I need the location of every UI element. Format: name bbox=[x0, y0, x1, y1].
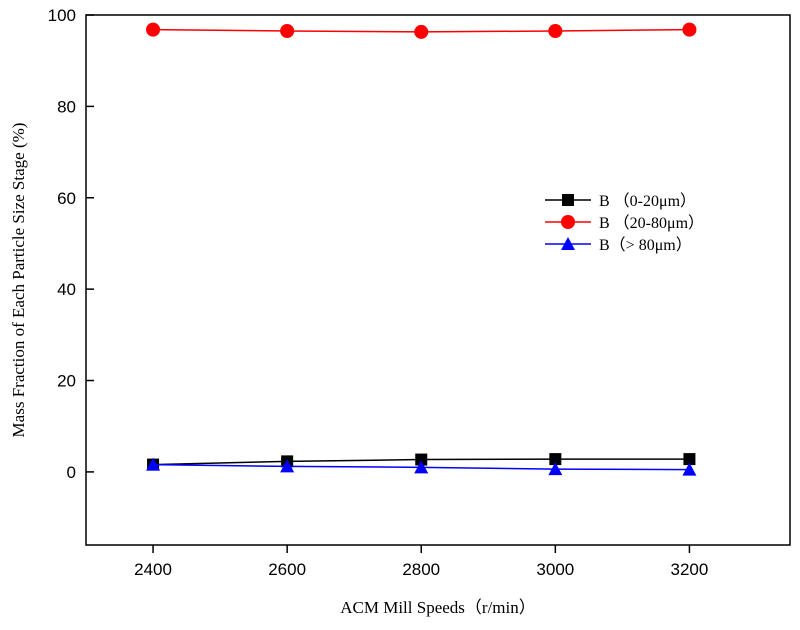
data-point bbox=[548, 462, 563, 476]
legend-item: B （20-80μm） bbox=[545, 214, 704, 232]
plot-frame bbox=[85, 14, 791, 546]
data-point bbox=[682, 462, 697, 476]
legend-marker bbox=[561, 215, 575, 229]
y-tick-label: 40 bbox=[57, 280, 76, 299]
data-point bbox=[549, 453, 562, 466]
x-axis-ticks: 2400 2600 2800 3000 3200 bbox=[134, 545, 708, 579]
data-point bbox=[682, 22, 697, 37]
x-tick-label: 2400 bbox=[134, 560, 172, 579]
legend-item: B （0-20μm） bbox=[545, 192, 696, 210]
y-tick-label: 60 bbox=[57, 189, 76, 208]
legend-marker bbox=[562, 194, 574, 206]
data-point bbox=[414, 460, 429, 474]
y-axis-title: Mass Fraction of Each Particle Size Stag… bbox=[9, 123, 28, 438]
data-point bbox=[280, 459, 295, 473]
x-tick-label: 2800 bbox=[402, 560, 440, 579]
y-tick-label: 20 bbox=[57, 372, 76, 391]
legend-item: B（> 80μm） bbox=[545, 236, 692, 254]
legend-label: B （20-80μm） bbox=[599, 214, 704, 232]
data-point bbox=[280, 23, 295, 38]
y-axis-ticks: 0 20 40 60 80 100 bbox=[48, 6, 94, 482]
x-tick-label: 2600 bbox=[268, 560, 306, 579]
data-point bbox=[683, 453, 696, 466]
series-layer bbox=[146, 22, 697, 476]
data-point bbox=[146, 457, 161, 471]
y-tick-label: 100 bbox=[48, 6, 76, 25]
y-tick-label: 80 bbox=[57, 97, 76, 116]
legend-label: B （0-20μm） bbox=[599, 192, 696, 210]
series-triangle bbox=[146, 457, 697, 476]
data-point bbox=[146, 22, 161, 37]
y-tick-label: 0 bbox=[67, 463, 76, 482]
data-point bbox=[548, 23, 563, 38]
x-tick-label: 3000 bbox=[536, 560, 574, 579]
legend: B （0-20μm） B （20-80μm） B（> 80μm） bbox=[545, 192, 704, 254]
data-point bbox=[414, 24, 429, 39]
legend-label: B（> 80μm） bbox=[599, 236, 692, 254]
x-tick-label: 3200 bbox=[671, 560, 709, 579]
data-point bbox=[415, 453, 428, 466]
legend-marker bbox=[561, 237, 575, 250]
series-circle bbox=[146, 22, 697, 39]
x-axis-title: ACM Mill Speeds（r/min） bbox=[340, 598, 536, 617]
